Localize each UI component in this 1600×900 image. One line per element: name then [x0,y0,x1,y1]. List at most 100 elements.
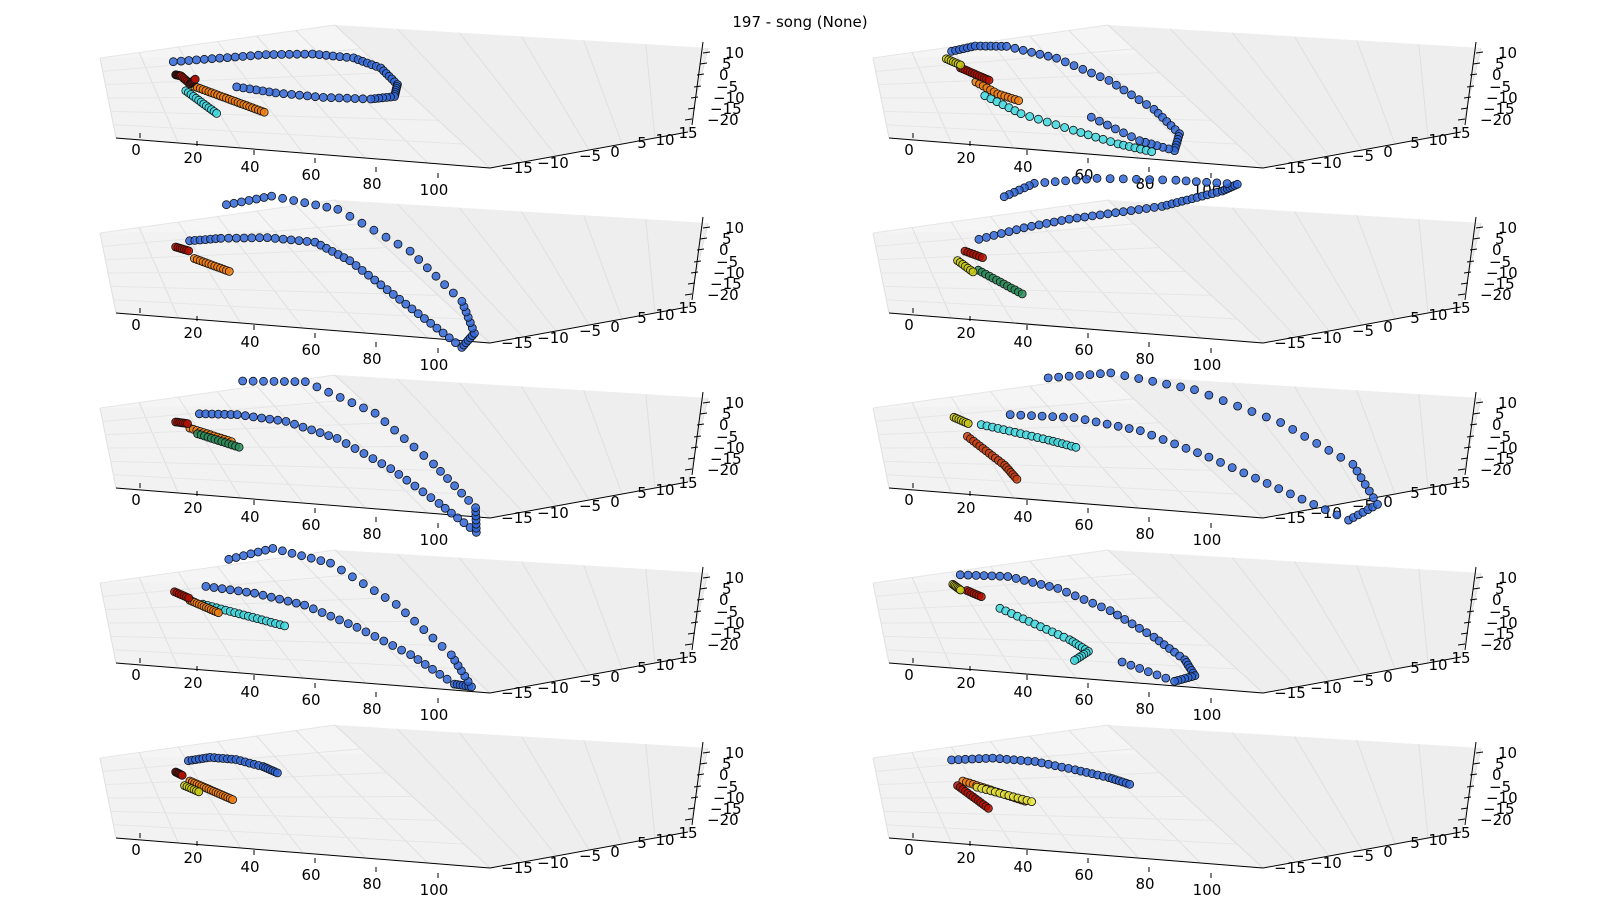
z-tick [696,248,705,251]
data-point [390,425,400,435]
data-point [232,410,242,419]
z-tick [1475,51,1484,54]
grid-line [1231,557,1330,682]
data-point [1309,499,1319,509]
y-tick-label: −15 [1274,509,1306,527]
data-point [1043,51,1053,61]
grid-line [1356,390,1396,495]
data-point [379,636,389,646]
data-point [1016,410,1026,420]
y-tick-label: −5 [579,672,601,690]
data-point [262,233,272,242]
z-tick [1460,282,1469,285]
data-point [956,60,965,70]
z-tick [1475,751,1484,754]
data-point [253,547,263,557]
grid-line [396,203,524,338]
x-tick-label: 60 [301,166,320,184]
data-point [183,419,192,428]
data-point [1149,203,1159,212]
data-point [1105,606,1115,615]
grid-line [1294,211,1363,326]
data-point [324,387,334,397]
data-point [1085,370,1095,380]
data-point [413,655,423,664]
x-tick-label: 20 [183,499,202,517]
side-pane [335,725,708,868]
x-tick-label: 20 [183,149,202,167]
data-point [272,768,282,778]
z-tick-label: −15 [710,275,742,293]
z-tick-label: −20 [1480,811,1512,829]
grid-line [113,299,465,320]
data-point [987,571,997,581]
data-point [1170,676,1179,686]
data-point [231,553,241,562]
data-point [420,659,430,669]
grid-line [1418,219,1429,314]
data-point [246,51,256,61]
data-point [402,475,412,485]
y-tick-label: 15 [1451,299,1470,317]
data-point [413,309,423,319]
data-point [287,548,297,558]
data-point [297,551,307,561]
y-tick-label: −15 [501,334,533,352]
data-point [1232,179,1242,189]
data-point [368,454,378,463]
data-point [184,593,194,603]
data-point [351,261,361,270]
y-tick-label: 15 [678,124,697,142]
data-point [1300,432,1310,441]
grid-line [1294,386,1363,501]
x-tick-label: 100 [420,181,449,199]
data-point [252,194,261,204]
y-tick-label: −15 [501,159,533,177]
data-point [1027,797,1037,806]
data-point [380,593,390,602]
z-tick [1460,107,1469,110]
data-point [1125,779,1135,789]
y-tick-label: −10 [537,854,569,872]
data-point [996,229,1006,238]
z-tick-label: −10 [1486,789,1518,807]
data-point [228,795,238,804]
z-tick-label: −20 [707,636,739,654]
y-tick-label: −10 [1310,154,1342,172]
data-point [216,233,226,243]
x-tick-label: 80 [1135,525,1154,543]
data-point [1204,452,1214,462]
data-point [1143,667,1153,677]
grid-line [113,474,465,495]
grid-line [645,44,656,139]
z-tick-label: −15 [710,625,742,643]
data-point [1202,177,1212,187]
data-point [1060,123,1070,132]
z-tick [696,773,705,776]
z-tick [693,260,702,263]
x-tick-label: 40 [240,333,259,351]
data-point [336,565,346,575]
data-point [215,53,225,63]
z-tick-label: −20 [707,811,739,829]
data-point [269,376,279,386]
data-point [1012,225,1021,235]
grid-line [1460,572,1482,658]
z-axis-line [691,566,704,651]
grid-line [396,553,524,688]
z-tick-label: 5 [1495,580,1505,598]
data-point [1127,90,1136,100]
grid-line [1107,24,1264,169]
data-point [242,587,251,597]
grid-line [583,215,623,320]
data-point [290,419,299,429]
grid-line [645,744,656,839]
z-tick-label: 0 [719,591,729,609]
z-tick [1466,785,1475,788]
data-point [1092,173,1102,183]
data-point [999,192,1009,202]
data-point [1348,459,1358,469]
z-tick-label: −10 [1486,614,1518,632]
data-point [257,413,267,423]
data-point [1120,371,1130,381]
